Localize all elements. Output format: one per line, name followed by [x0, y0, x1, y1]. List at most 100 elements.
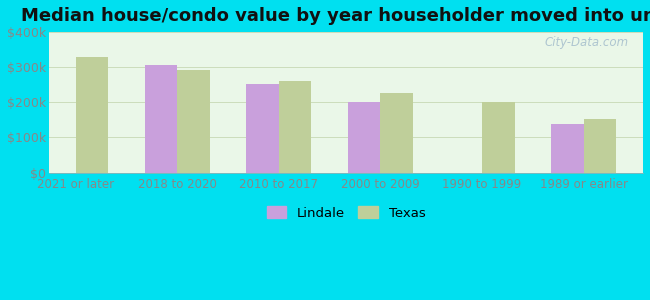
Bar [49, 32, 643, 33]
Bar [49, 31, 643, 32]
Bar [49, 32, 643, 33]
Bar [49, 32, 643, 33]
Bar [49, 32, 643, 33]
Bar [49, 31, 643, 32]
Bar [49, 31, 643, 33]
Bar [49, 32, 643, 33]
Bar [49, 32, 643, 33]
Text: City-Data.com: City-Data.com [544, 36, 628, 49]
Bar [49, 31, 643, 32]
Bar [49, 31, 643, 33]
Bar [49, 31, 643, 32]
Bar [49, 31, 643, 32]
Bar [49, 32, 643, 33]
Bar [49, 31, 643, 32]
Bar [49, 31, 643, 33]
Bar [49, 32, 643, 33]
Bar [49, 32, 643, 33]
Bar [49, 32, 643, 33]
Title: Median house/condo value by year householder moved into unit: Median house/condo value by year househo… [21, 7, 650, 25]
Bar [49, 31, 643, 32]
Bar [49, 32, 643, 33]
Legend: Lindale, Texas: Lindale, Texas [261, 201, 430, 225]
Bar [49, 32, 643, 33]
Bar [279, 81, 311, 172]
Bar [49, 31, 643, 32]
Bar [49, 32, 643, 33]
Bar [49, 31, 643, 32]
Bar [49, 32, 643, 33]
Bar [49, 31, 643, 32]
Bar [49, 31, 643, 33]
Bar [49, 32, 643, 33]
Bar [49, 31, 643, 32]
Bar [49, 31, 643, 32]
Bar [49, 31, 643, 32]
Bar [49, 32, 643, 33]
Bar [49, 32, 643, 33]
Bar [49, 31, 643, 33]
Bar [49, 31, 643, 32]
Bar [49, 31, 643, 33]
Bar [49, 31, 643, 32]
Bar [246, 84, 279, 172]
Bar [49, 32, 643, 33]
Bar [49, 31, 643, 33]
Bar [49, 32, 643, 33]
Bar [49, 32, 643, 33]
Bar [49, 32, 643, 33]
Bar [348, 102, 380, 172]
Bar [49, 32, 643, 33]
Bar [49, 31, 643, 32]
Bar [49, 31, 643, 32]
Bar [49, 31, 643, 33]
Bar [49, 31, 643, 32]
Bar [49, 32, 643, 33]
Bar [49, 31, 643, 32]
Bar [145, 65, 177, 172]
Bar [49, 31, 643, 33]
Bar [49, 32, 643, 33]
Bar [49, 31, 643, 32]
Bar [49, 31, 643, 33]
Bar [49, 32, 643, 33]
Bar [49, 32, 643, 33]
Bar [49, 32, 643, 33]
Bar [49, 31, 643, 32]
Bar [49, 31, 643, 32]
Bar [49, 32, 643, 33]
Bar [49, 32, 643, 33]
Bar [49, 32, 643, 33]
Bar [49, 31, 643, 32]
Bar [482, 102, 515, 172]
Bar [49, 32, 643, 33]
Bar [49, 32, 643, 33]
Bar [49, 32, 643, 33]
Bar [177, 70, 210, 172]
Bar [49, 31, 643, 32]
Bar [49, 32, 643, 33]
Bar [49, 31, 643, 33]
Bar [76, 57, 109, 172]
Bar [49, 32, 643, 33]
Bar [49, 31, 643, 32]
Bar [49, 32, 643, 33]
Bar [49, 31, 643, 32]
Bar [49, 31, 643, 32]
Bar [49, 31, 643, 33]
Bar [49, 32, 643, 33]
Bar [49, 31, 643, 32]
Bar [49, 32, 643, 33]
Bar [551, 124, 584, 172]
Bar [49, 32, 643, 33]
Bar [49, 31, 643, 33]
Bar [49, 31, 643, 33]
Bar [49, 32, 643, 33]
Bar [49, 31, 643, 32]
Bar [49, 31, 643, 32]
Bar [49, 31, 643, 32]
Bar [49, 32, 643, 33]
Bar [49, 32, 643, 33]
Bar [49, 31, 643, 32]
Bar [49, 32, 643, 33]
